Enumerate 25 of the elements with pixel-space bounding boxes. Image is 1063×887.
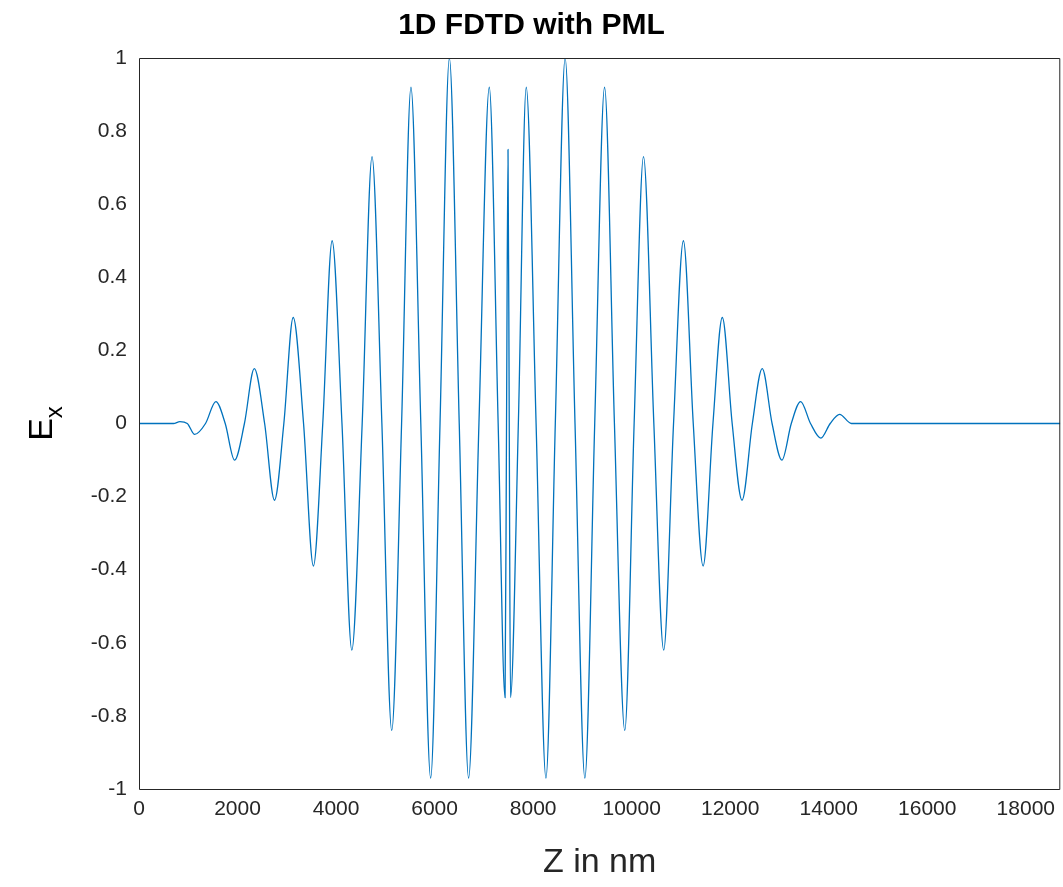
y-tick-label: -0.2 xyxy=(90,483,127,507)
x-tick-label: 12000 xyxy=(701,796,760,820)
x-tick-label: 14000 xyxy=(799,796,858,820)
x-tick-label: 4000 xyxy=(312,796,360,820)
y-tick-label: 0.6 xyxy=(97,191,127,214)
x-tick-label: 8000 xyxy=(509,796,557,820)
y-tick-label: -1 xyxy=(108,775,127,799)
y-tick-label: 1 xyxy=(115,44,127,68)
chart-title: 1D FDTD with PML xyxy=(398,7,665,41)
y-tick-label: 0.4 xyxy=(97,264,128,288)
line-series xyxy=(139,58,1061,779)
y-tick-label: 0.2 xyxy=(97,337,127,361)
y-tick-label: 0 xyxy=(115,410,127,434)
x-tick-label: 6000 xyxy=(411,796,458,820)
x-axis-title: Z in nm xyxy=(542,840,657,879)
y-tick-label: -0.4 xyxy=(90,556,128,580)
x-tick-label: 18000 xyxy=(996,796,1056,820)
x-tick-label: 0 xyxy=(133,796,145,820)
x-tick-label: 16000 xyxy=(898,796,957,820)
y-tick-label: -0.8 xyxy=(90,702,127,726)
y-tick-label: -0.6 xyxy=(90,629,127,653)
y-axis-title: Ex xyxy=(21,406,67,441)
x-tick-label: 2000 xyxy=(214,796,261,820)
y-tick-label: 0.8 xyxy=(97,117,127,141)
x-tick-label: 10000 xyxy=(602,796,661,820)
